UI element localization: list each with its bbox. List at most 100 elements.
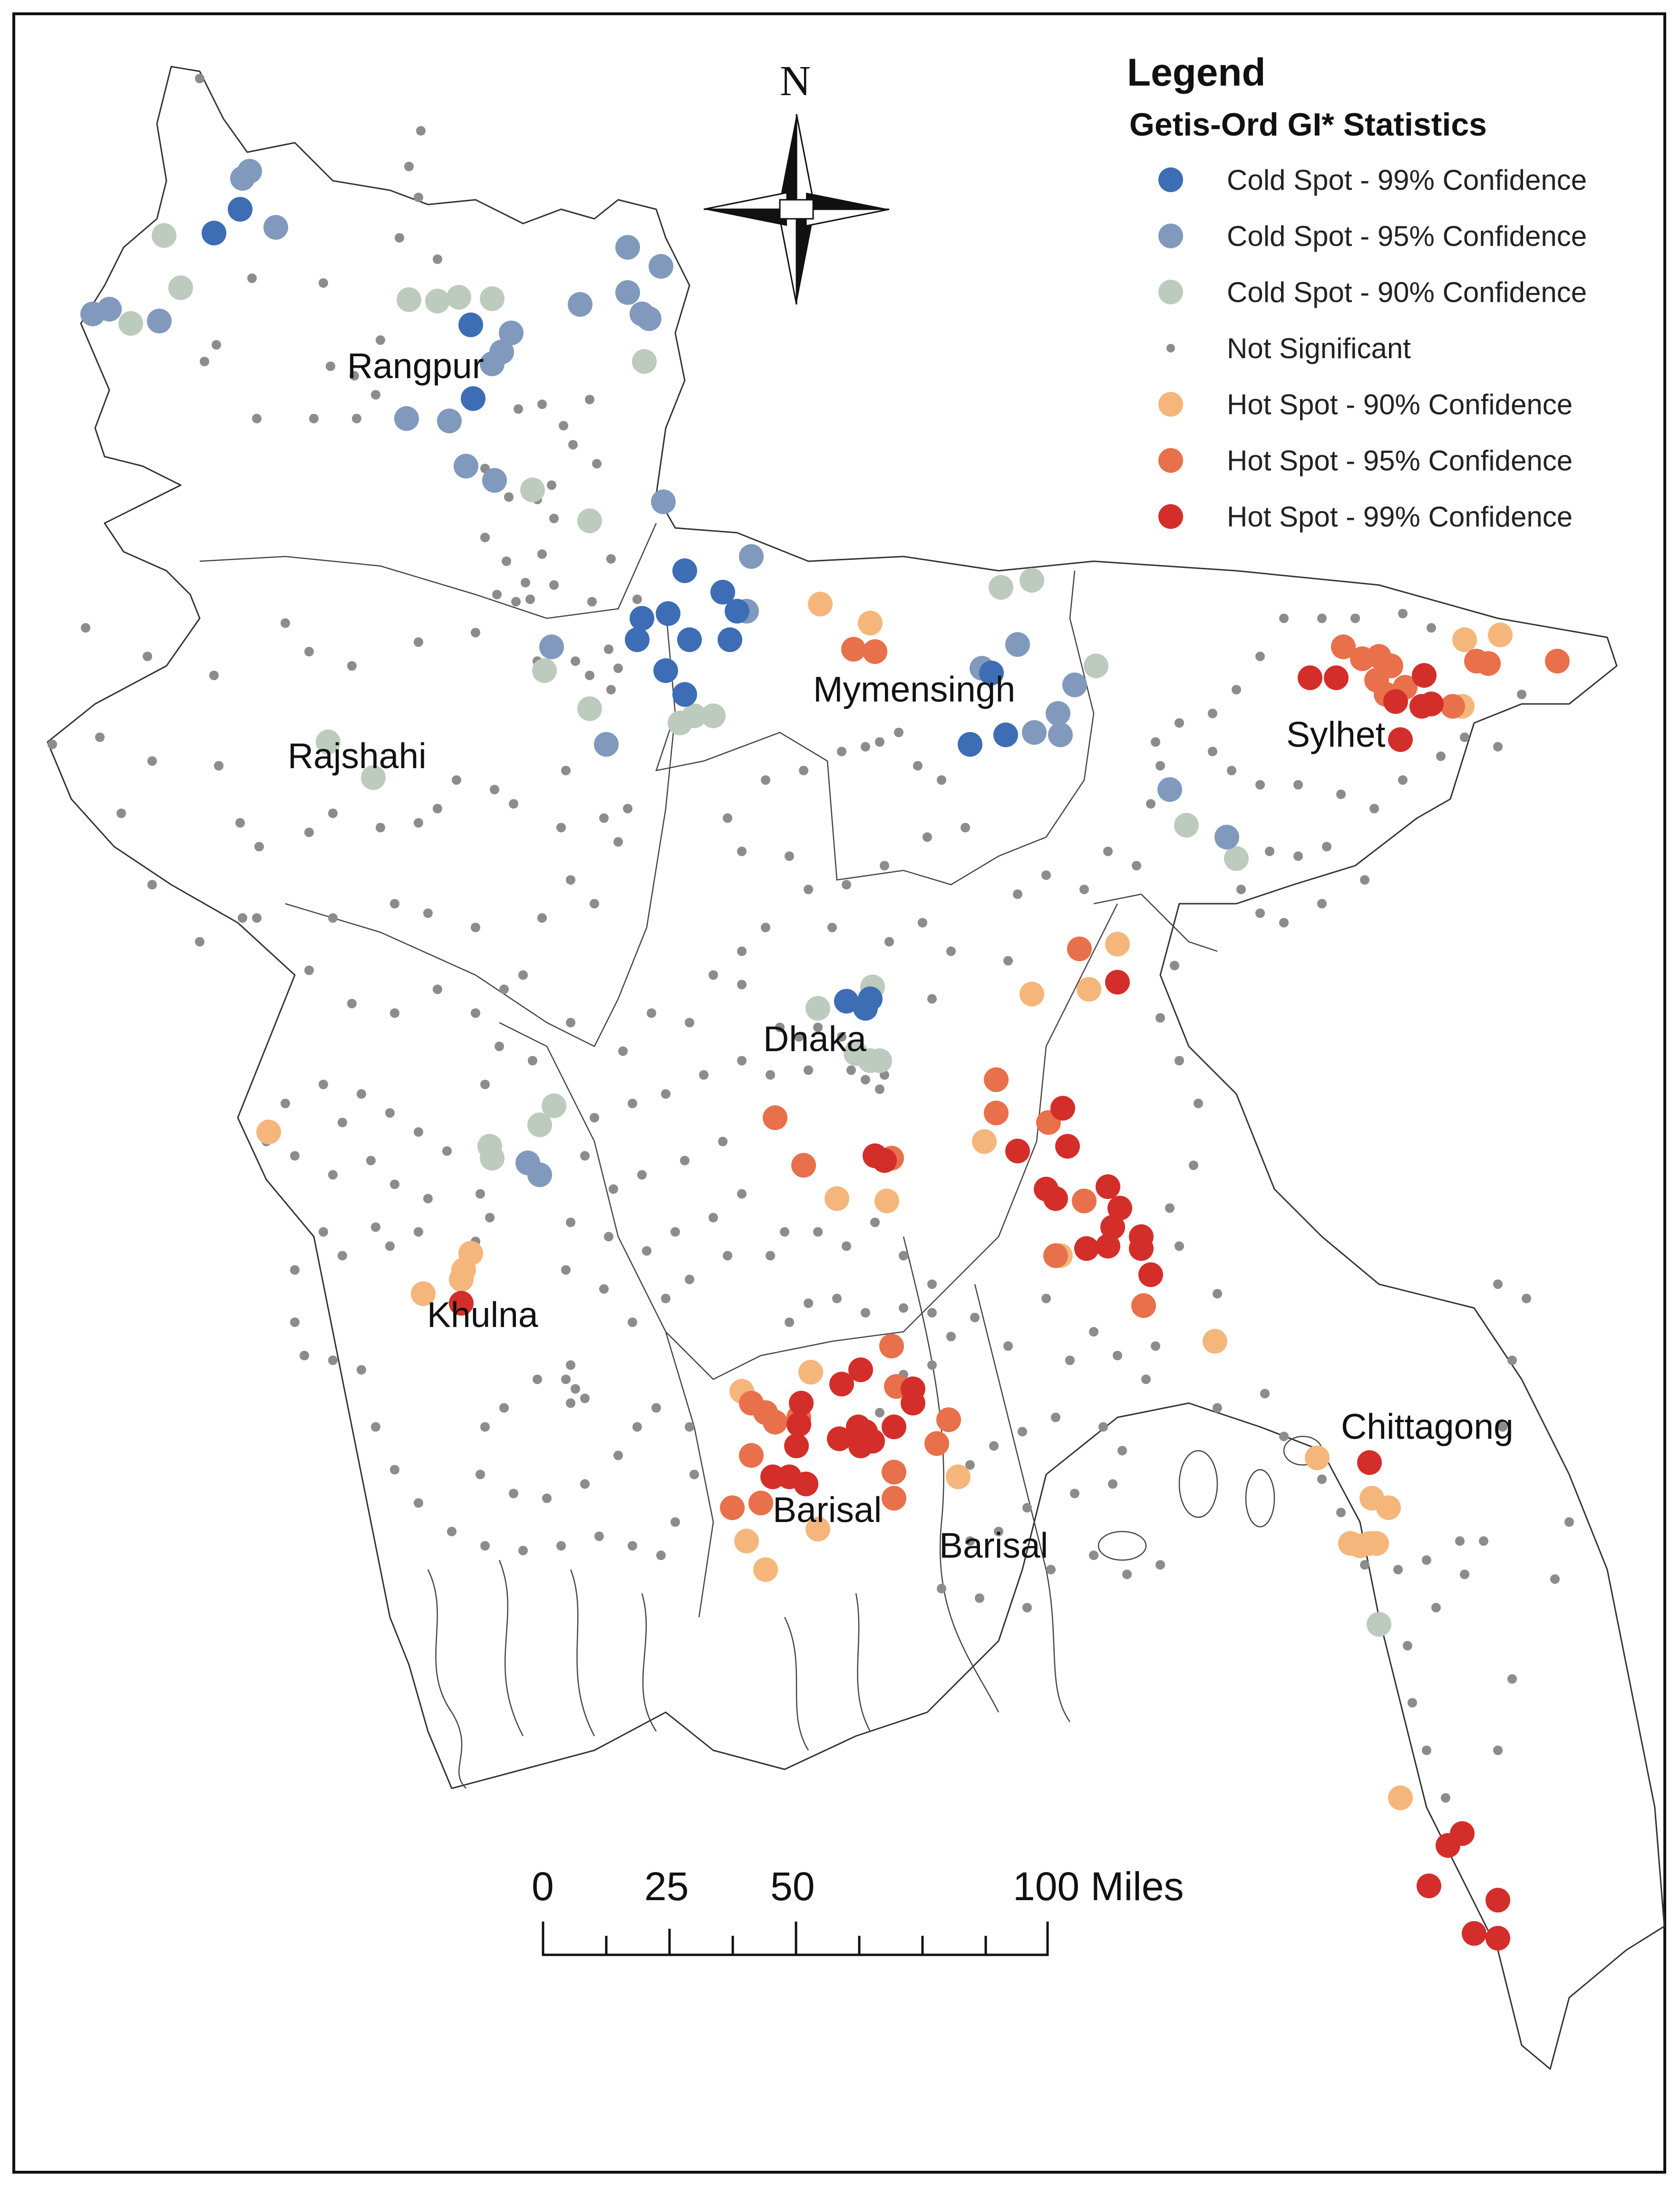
point-cold95 <box>263 215 288 240</box>
delta-river-3 <box>570 1569 595 1737</box>
point-ns <box>499 1403 509 1413</box>
point-ns <box>1360 1560 1369 1570</box>
point-ns <box>423 1194 433 1203</box>
point-ns <box>1317 1474 1327 1484</box>
point-cold90 <box>806 996 830 1021</box>
legend-subtitle: Getis-Ord GI* Statistics <box>1129 107 1487 143</box>
point-ns <box>613 837 623 847</box>
point-ns <box>1089 1551 1098 1560</box>
point-hot99 <box>1138 1262 1163 1287</box>
point-ns <box>471 923 480 932</box>
map-frame <box>12 12 1666 2174</box>
point-cold99 <box>630 606 654 631</box>
point-ns <box>281 618 290 628</box>
point-ns <box>414 193 423 202</box>
delta-river-8 <box>855 1593 871 1732</box>
point-hot99 <box>882 1415 906 1439</box>
point-ns <box>350 371 359 381</box>
point-ns <box>599 813 609 823</box>
point-ns <box>590 899 599 908</box>
point-ns <box>252 913 262 923</box>
point-ns <box>1022 1603 1032 1612</box>
point-cold95 <box>539 634 564 659</box>
point-ns <box>357 1089 366 1099</box>
point-ns <box>566 1018 575 1027</box>
point-hot99 <box>827 1426 852 1451</box>
point-ns <box>499 985 509 994</box>
point-ns <box>1522 1294 1531 1303</box>
point-cold90 <box>1367 1612 1391 1637</box>
point-cold90 <box>316 730 340 754</box>
point-cold95 <box>651 489 676 514</box>
point-cold95 <box>230 166 255 191</box>
point-cold95 <box>97 297 122 322</box>
point-ns <box>1070 1489 1079 1498</box>
division-boundary-dhaka <box>499 903 1118 1380</box>
point-hot90 <box>1105 932 1130 956</box>
point-hot90 <box>411 1281 436 1306</box>
point-hot90 <box>1364 1531 1389 1556</box>
point-hot95 <box>720 1495 745 1520</box>
region-label-sylhet: Sylhet <box>1286 714 1386 754</box>
point-ns <box>195 74 204 83</box>
point-hot90 <box>806 1517 830 1542</box>
point-hot99 <box>1357 1450 1382 1475</box>
point-ns <box>1317 899 1327 908</box>
north-arrow-needle-n <box>780 114 796 200</box>
point-hot95 <box>984 1101 1009 1125</box>
point-hot90 <box>808 592 833 616</box>
point-hot99 <box>787 1412 811 1437</box>
point-ns <box>252 414 262 423</box>
point-ns <box>347 661 357 671</box>
point-cold90 <box>520 478 545 502</box>
point-ns <box>632 1422 642 1432</box>
point-ns <box>247 273 257 283</box>
point-cold99 <box>718 627 742 652</box>
point-hot95 <box>984 1067 1009 1092</box>
point-hot95 <box>841 637 866 662</box>
division-boundary-mymensingh <box>655 570 1095 886</box>
point-ns <box>1279 1432 1289 1441</box>
point-hot99 <box>1100 1215 1125 1239</box>
point-hot99 <box>1436 1833 1460 1858</box>
point-hot95 <box>763 1105 787 1130</box>
point-ns <box>471 628 480 637</box>
point-ns <box>514 404 523 414</box>
point-ns <box>927 1279 937 1289</box>
point-ns <box>1460 732 1469 742</box>
point-ns <box>1156 1560 1165 1570</box>
point-ns <box>414 1127 423 1137</box>
point-ns <box>723 1251 732 1260</box>
point-ns <box>1398 609 1408 618</box>
point-ns <box>568 440 578 449</box>
point-ns <box>1141 1375 1151 1384</box>
point-ns <box>200 357 209 366</box>
point-ns <box>785 1317 794 1327</box>
point-ns <box>423 908 433 918</box>
point-ns <box>832 1294 842 1303</box>
point-hot99 <box>1486 1888 1510 1913</box>
point-cold90 <box>1020 568 1044 593</box>
point-hot99 <box>784 1434 809 1458</box>
division-boundary-sylhet <box>1093 893 1218 952</box>
point-cold95 <box>594 732 619 757</box>
point-hot90 <box>874 1189 899 1213</box>
point-ns <box>1422 1555 1431 1565</box>
point-ns <box>927 1308 937 1317</box>
point-ns <box>371 1222 380 1232</box>
point-ns <box>1336 790 1346 799</box>
legend-label-cold95: Cold Spot - 95% Confidence <box>1227 220 1587 252</box>
point-cold95 <box>480 351 505 376</box>
point-cold95 <box>437 409 462 433</box>
point-ns <box>95 732 105 742</box>
region-label-dhaka: Dhaka <box>763 1019 866 1059</box>
point-cold95 <box>147 309 172 333</box>
point-ns <box>894 728 903 737</box>
point-ns <box>1227 766 1236 775</box>
point-cold90 <box>542 1093 566 1118</box>
point-ns <box>390 1180 399 1189</box>
point-ns <box>480 533 490 542</box>
legend-symbol-hot95 <box>1158 448 1183 473</box>
point-ns <box>214 761 223 771</box>
point-ns <box>613 664 623 673</box>
